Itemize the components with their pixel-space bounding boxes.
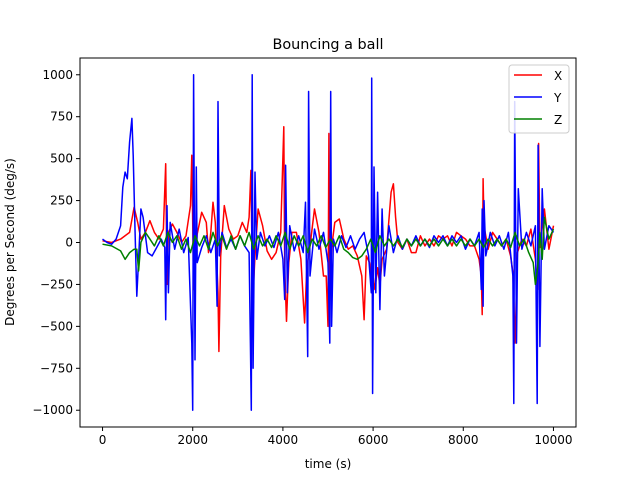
legend-label-y: Y <box>553 91 562 105</box>
legend-label-z: Z <box>554 113 562 127</box>
x-tick-label: 8000 <box>448 433 479 447</box>
y-tick-label: 750 <box>50 110 73 124</box>
chart-title: Bouncing a ball <box>272 37 383 53</box>
series-layer <box>102 74 555 411</box>
x-axis: 0 2000 4000 6000 8000 10000 <box>99 427 573 447</box>
y-tick-label: 0 <box>65 236 73 250</box>
x-tick-label: 4000 <box>268 433 299 447</box>
y-axis-label: Degrees per Second (deg/s) <box>3 158 17 326</box>
y-tick-label: −250 <box>40 277 73 291</box>
x-tick-label: 10000 <box>534 433 572 447</box>
y-tick-label: −750 <box>40 361 73 375</box>
y-tick-label: −1000 <box>32 403 73 417</box>
y-tick-label: 1000 <box>42 68 73 82</box>
legend: XYZ <box>508 64 570 134</box>
y-axis: −1000 −750 −500 −250 0 250 500 750 1000 <box>32 68 80 417</box>
y-tick-label: 250 <box>50 194 73 208</box>
y-tick-label: −500 <box>40 319 73 333</box>
series-line-y <box>102 74 555 411</box>
x-axis-label: time (s) <box>305 457 352 471</box>
x-tick-label: 0 <box>99 433 107 447</box>
legend-label-x: X <box>554 69 562 83</box>
legend-box <box>508 64 570 134</box>
x-tick-label: 6000 <box>358 433 389 447</box>
series-line-z <box>102 216 555 286</box>
x-tick-label: 2000 <box>177 433 208 447</box>
y-tick-label: 500 <box>50 152 73 166</box>
